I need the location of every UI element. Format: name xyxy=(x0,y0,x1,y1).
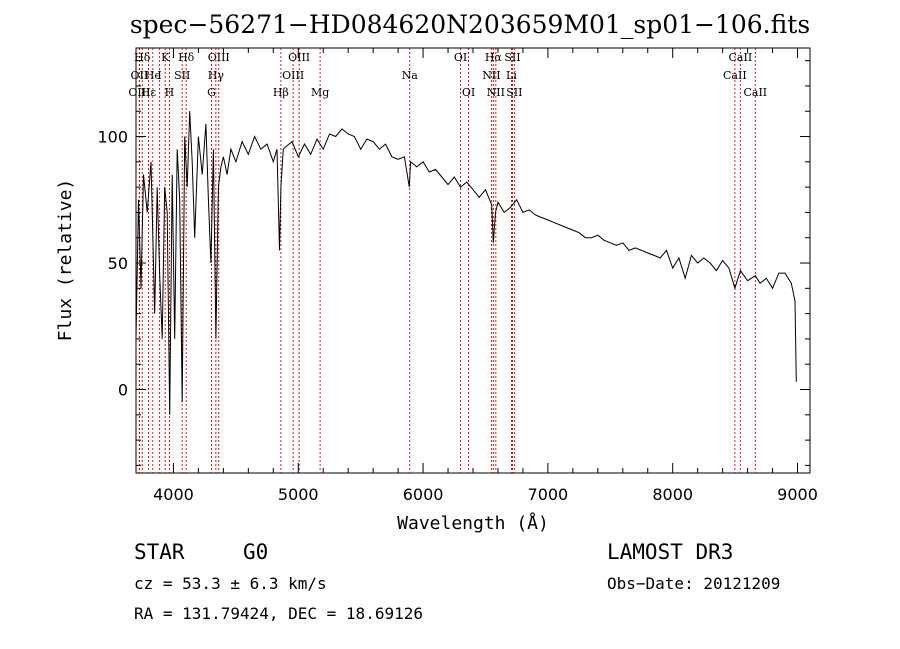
obs-date: Obs−Date: 20121209 xyxy=(607,574,781,593)
x-tick-label: 4000 xyxy=(153,485,194,504)
line-label-14: OIII xyxy=(288,51,310,64)
redshift: cz = 53.3 ± 6.3 km/s xyxy=(134,574,327,593)
subclass: G0 xyxy=(243,540,269,564)
line-label-20: Hα xyxy=(485,51,503,64)
line-label-5: K xyxy=(161,51,170,64)
line-label-17: Na xyxy=(402,69,419,82)
line-label-19: OI xyxy=(462,86,475,99)
x-tick-label: 9000 xyxy=(777,485,818,504)
x-tick-label: 6000 xyxy=(403,485,444,504)
line-label-23: SII xyxy=(504,51,520,64)
y-tick-label: 0 xyxy=(118,381,128,400)
y-tick-label: 100 xyxy=(97,128,128,147)
survey-name: LAMOST DR3 xyxy=(607,540,734,564)
line-label-26: CaII xyxy=(729,51,753,64)
y-tick-label: 50 xyxy=(108,254,128,273)
line-label-4: He xyxy=(145,69,161,82)
line-label-2: OIII xyxy=(128,86,150,99)
x-axis-label: Wavelength (Å) xyxy=(397,512,549,534)
plot-frame xyxy=(135,47,811,474)
chart-title: spec−56271−HD084620N203659M01_sp01−106.f… xyxy=(130,10,810,39)
line-label-15: OIII xyxy=(282,69,304,82)
x-tick-label: 5000 xyxy=(278,485,319,504)
y-axis-label: Flux (relative) xyxy=(55,179,76,342)
line-label-10: OIII xyxy=(208,51,230,64)
line-label-16: Mg xyxy=(311,86,329,99)
line-label-8: Hδ xyxy=(178,51,195,64)
line-label-12: G xyxy=(207,86,216,99)
line-label-27: CaII xyxy=(723,69,747,82)
line-label-1: OII xyxy=(131,69,149,82)
coordinates: RA = 131.79424, DEC = 18.69126 xyxy=(134,604,423,623)
x-axis-ticks: 4000 5000 6000 7000 8000 9000 xyxy=(153,48,818,504)
line-label-28: CaII xyxy=(743,86,767,99)
line-label-21: NII xyxy=(482,69,500,82)
line-label-11: Hγ xyxy=(208,69,225,82)
line-label-22: NII xyxy=(487,86,505,99)
line-label-0: Hδ xyxy=(134,51,151,64)
line-label-9: SII xyxy=(174,69,190,82)
line-label-18: OI xyxy=(454,51,467,64)
line-label-6: I xyxy=(157,69,161,82)
line-label-24: Li xyxy=(506,69,517,82)
x-tick-label: 8000 xyxy=(652,485,693,504)
line-label-3: Hε xyxy=(141,86,157,99)
spectrum-line xyxy=(135,111,797,415)
y-axis-ticks: 0 50 100 xyxy=(97,60,810,466)
line-label-25: SII xyxy=(506,86,522,99)
line-label-13: Hβ xyxy=(273,86,289,99)
spectral-line-markers xyxy=(138,48,756,473)
object-class: STAR xyxy=(134,540,185,564)
line-label-7: H xyxy=(165,86,175,99)
x-tick-label: 7000 xyxy=(528,485,569,504)
